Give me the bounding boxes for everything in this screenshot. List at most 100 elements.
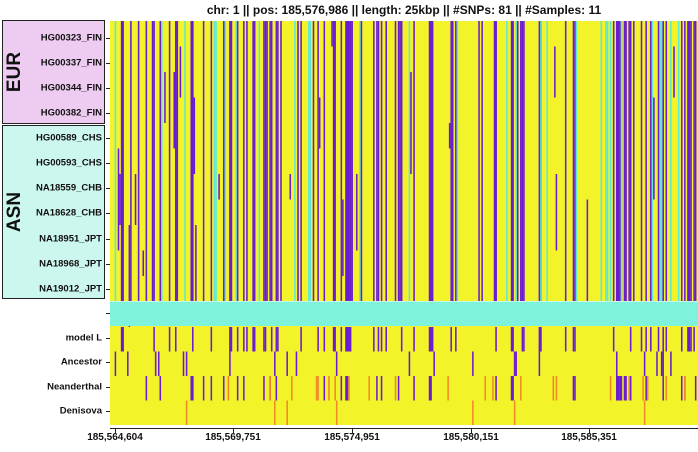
partial-snp [119, 174, 121, 225]
snp-column [413, 21, 415, 301]
missing-column [660, 21, 663, 301]
partial-snp [128, 225, 131, 327]
ancestor-cell [660, 351, 663, 376]
ancestor-cell [643, 351, 646, 376]
x-tick [471, 428, 472, 433]
row-label-denisova: Denisova [59, 405, 102, 417]
snp-column [430, 21, 432, 301]
model-l-cell [348, 327, 350, 352]
snp-column [151, 21, 154, 301]
snp-column [153, 21, 155, 301]
denisova-cell [513, 400, 516, 425]
y-tick [106, 362, 110, 363]
y-tick [106, 213, 110, 214]
model-l-cell [693, 327, 695, 352]
snp-column [510, 21, 514, 301]
neanderthal-cell [192, 376, 194, 401]
y-tick [106, 289, 110, 290]
snp-column [236, 21, 239, 301]
snp-column [564, 21, 567, 301]
model-l-cell [510, 327, 514, 352]
snp-column [130, 21, 132, 301]
snp-column [323, 21, 326, 301]
ancestor-cell [335, 351, 338, 376]
neanderthal-cell [623, 376, 627, 401]
missing-column [213, 21, 216, 301]
x-tick-label: 185,564,604 [87, 432, 143, 443]
snp-column [574, 21, 576, 301]
neanderthal-het-cell [291, 376, 293, 401]
missing-column [600, 21, 603, 301]
ancestor-cell [408, 351, 411, 376]
row-label-neanderthal: Neanderthal [47, 381, 102, 393]
model-l-cell [680, 327, 683, 352]
row-label-sample: NA19012_JPT [39, 283, 102, 295]
snp-column [520, 21, 522, 301]
snp-column [394, 21, 397, 301]
model-l-cell [431, 327, 434, 352]
snp-column [348, 21, 350, 301]
snp-column [617, 21, 620, 301]
snp-column [450, 21, 452, 301]
model-l-cell [380, 327, 383, 352]
x-tick-label: 185,585,351 [561, 432, 617, 443]
missing-column [540, 21, 542, 301]
snp-column [377, 21, 380, 301]
neanderthal-het-cell [368, 376, 370, 401]
x-tick [115, 428, 116, 433]
missing-column [161, 21, 163, 301]
neanderthal-het-cell [609, 376, 612, 401]
model-l-cell [263, 327, 265, 352]
model-l-cell [317, 327, 319, 352]
denisova-cell [185, 400, 188, 425]
x-tick [352, 428, 353, 433]
partial-snp [673, 46, 675, 98]
snp-column [657, 21, 660, 301]
snp-column [523, 21, 525, 301]
x-axis-line [110, 428, 698, 429]
ancestor-cell [515, 351, 517, 376]
model-l-cell [400, 327, 403, 352]
snp-column [280, 21, 282, 301]
neanderthal-cell [159, 376, 162, 401]
partial-snp [195, 225, 197, 302]
neanderthal-cell [243, 376, 245, 401]
snp-column [662, 21, 664, 301]
y-tick [106, 88, 110, 89]
neanderthal-cell [275, 376, 278, 401]
model-l-cell [153, 327, 155, 352]
model-l-cell [413, 327, 415, 352]
neanderthal-het-cell [484, 376, 487, 401]
neanderthal-cell [645, 376, 647, 401]
model-l-cell [252, 327, 256, 352]
x-tick-label: 185,580,151 [443, 432, 499, 443]
model-l-cell [385, 327, 387, 352]
missing-column [609, 21, 612, 301]
row-label-sample: HG00323_FIN [40, 32, 102, 44]
neanderthal-cell [210, 376, 213, 401]
row-label-sample: HG00344_FIN [40, 82, 102, 94]
snp-column [451, 21, 454, 301]
neanderthal-het-cell [447, 376, 449, 401]
population-box-asn: ASN [2, 125, 105, 299]
model-l-cell [430, 327, 432, 352]
snp-column [399, 21, 401, 301]
y-tick [106, 63, 110, 64]
neanderthal-cell [694, 376, 697, 401]
model-l-cell [650, 327, 652, 352]
model-l-cell [687, 327, 691, 352]
row-label-ancestor: Ancestor [60, 356, 102, 368]
snp-column [628, 21, 630, 301]
model-l-cell [662, 327, 664, 352]
neanderthal-cell [380, 376, 383, 401]
snp-column [431, 21, 434, 301]
model-l-cell [332, 327, 336, 352]
neanderthal-cell [202, 376, 205, 401]
denisova-cell [274, 400, 276, 425]
partial-snp [289, 174, 292, 200]
ancestor-cell [182, 351, 185, 376]
snp-column [266, 21, 268, 301]
neanderthal-het-cell [555, 376, 558, 401]
missing-column [408, 21, 411, 301]
neanderthal-het-cell [317, 376, 319, 401]
